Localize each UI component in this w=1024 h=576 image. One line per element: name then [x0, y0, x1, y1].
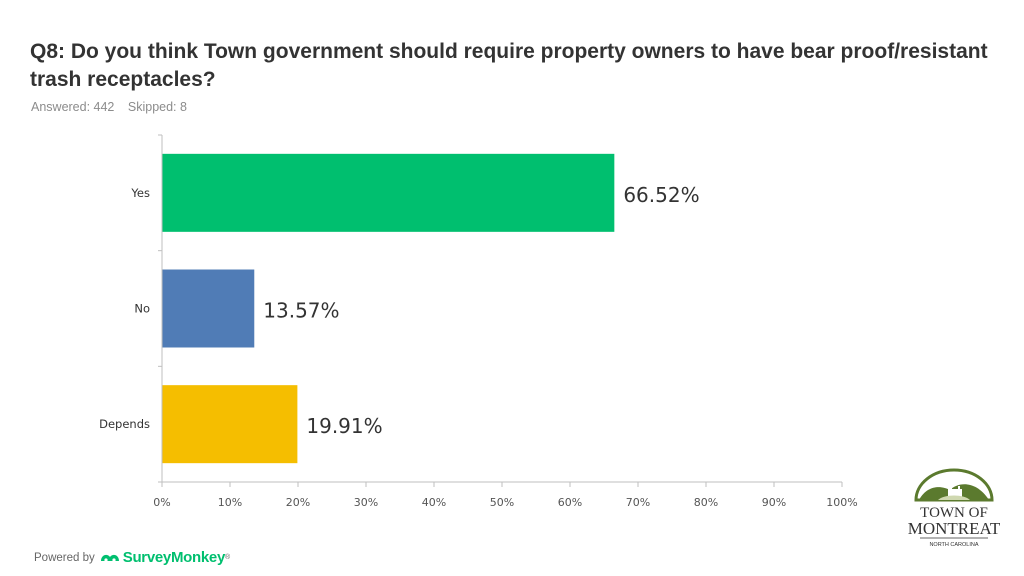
- x-tick-label: 90%: [762, 496, 786, 509]
- trademark-mark: ®: [225, 554, 231, 561]
- x-tick-label: 0%: [153, 496, 170, 509]
- bar-depends: [162, 385, 298, 464]
- x-tick-label: 10%: [218, 496, 242, 509]
- data-label: 66.52%: [623, 183, 699, 207]
- data-label: 19.91%: [306, 414, 382, 438]
- surveymonkey-logo-icon: [100, 554, 119, 562]
- x-tick-label: 50%: [490, 496, 514, 509]
- x-tick-label: 20%: [286, 496, 310, 509]
- chart-title: Q8: Do you think Town government should …: [30, 40, 988, 91]
- category-label: No: [134, 302, 150, 316]
- town-of-montreat-logo: TOWN OF MONTREAT NORTH CAROLINA: [898, 462, 1010, 552]
- logo-line1: TOWN OF: [920, 505, 988, 521]
- x-tick-label: 40%: [422, 496, 446, 509]
- category-label: Yes: [130, 186, 150, 200]
- logo-line3: NORTH CAROLINA: [929, 542, 978, 548]
- data-label: 13.57%: [263, 299, 339, 323]
- x-tick-label: 100%: [826, 496, 857, 509]
- powered-by: Powered by SurveyMonkey ®: [34, 549, 230, 566]
- x-tick-label: 70%: [626, 496, 650, 509]
- bar-yes: [162, 153, 615, 232]
- x-tick-label: 60%: [558, 496, 582, 509]
- bar-no: [162, 269, 255, 348]
- x-tick-label: 80%: [694, 496, 718, 509]
- montreat-seal-icon: TOWN OF MONTREAT NORTH CAROLINA: [908, 468, 1001, 548]
- answered-count: Answered: 442: [31, 100, 115, 114]
- skipped-count: Skipped: 8: [127, 100, 187, 114]
- powered-by-label: Powered by: [34, 551, 95, 564]
- logo-line2: MONTREAT: [908, 519, 1001, 538]
- surveymonkey-brand: SurveyMonkey: [122, 549, 226, 566]
- x-tick-label: 30%: [354, 496, 378, 509]
- response-summary: Answered: 442 Skipped: 8: [31, 100, 197, 114]
- category-label: Depends: [99, 417, 150, 431]
